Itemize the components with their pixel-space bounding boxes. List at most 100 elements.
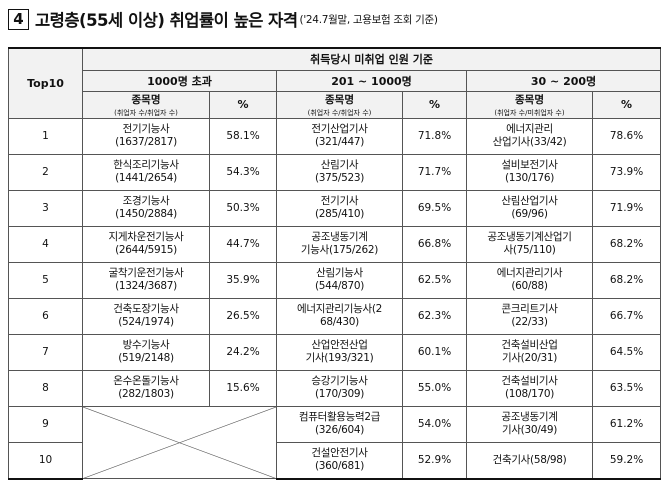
- occupation-name: 건축설비산업: [501, 339, 558, 351]
- occupation-name: 에너지관리: [506, 123, 553, 135]
- qualification-table: Top10 취득당시 미취업 인원 기준 1000명 초과 201 ~ 1000…: [8, 47, 662, 480]
- occupation-name: 건설안전기사: [311, 447, 368, 459]
- occupation-name: 설비보전기사: [501, 159, 558, 171]
- occupation-counts: (2644/5915): [115, 244, 177, 256]
- band-header-2: 201 ~ 1000명: [276, 69, 467, 92]
- title-main: 고령층(55세 이상) 취업률이 높은 자격: [35, 11, 298, 30]
- occ-header-2: 종목명 (취업자 수/취업자 수): [276, 90, 403, 119]
- table-row: 6 건축도장기능사 (524/1974) 26.5% 에너지관리기능사(2 68/430)…: [8, 297, 662, 335]
- occupation-counts: 68/430): [320, 316, 359, 328]
- occupation-counts: (170/309): [314, 388, 365, 400]
- occupation-name: 컴퓨터활용능력2급: [298, 411, 381, 423]
- occupation-counts: 기능사(175/262): [300, 244, 379, 256]
- occupation-name: 에너지관리기능사(2: [296, 303, 383, 315]
- occ-header-1: 종목명 (취업자 수/취업자 수): [82, 90, 210, 119]
- occupation-cell: 온수온돌기능사 (282/1803): [82, 369, 210, 407]
- rank-cell: 10: [8, 441, 83, 480]
- occupation-cell: 에너지관리기사 (60/88): [466, 261, 593, 299]
- employment-rate: 60.1%: [402, 333, 467, 371]
- occupation-cell: 전기기능사 (1637/2817): [82, 117, 210, 155]
- table-row: 2 한식조리기능사 (1441/2654) 54.3% 산림기사 (375/523) 71.…: [8, 153, 662, 191]
- band-header-3: 30 ~ 200명: [465, 69, 662, 92]
- rank-cell: 8: [8, 369, 83, 407]
- empty-cell-cross: [82, 405, 277, 479]
- occupation-counts: 기사(30/49): [501, 424, 558, 436]
- occupation-name: 전기기능사: [122, 123, 170, 135]
- employment-rate: 71.8%: [402, 117, 467, 155]
- occupation-cell: 건축기사(58/98): [466, 441, 593, 480]
- occupation-counts: (285/410): [314, 208, 365, 220]
- occupation-counts: 기사(20/31): [501, 352, 558, 364]
- occupation-name: 공조냉동기계: [311, 231, 368, 243]
- occupation-cell: 설비보전기사 (130/176): [466, 153, 593, 191]
- section-number: 4: [8, 8, 29, 30]
- occ-header-3: 종목명 (취업자 수/미취업자 수): [466, 90, 593, 119]
- occupation-counts: (1324/3687): [115, 280, 177, 292]
- pct-header-3: %: [591, 90, 662, 119]
- occupation-counts: (360/681): [314, 460, 365, 472]
- employment-rate: 68.2%: [591, 225, 662, 263]
- occupation-cell: 건축설비산업 기사(20/31): [466, 333, 593, 371]
- table-row: 8 온수온돌기능사 (282/1803) 15.6% 승강기기능사 (170/309) 55…: [8, 369, 662, 407]
- occupation-cell: 산림산업기사 (69/96): [466, 189, 593, 227]
- table-row: 3 조경기능사 (1450/2884) 50.3% 전기기사 (285/410) 69.5%…: [8, 189, 662, 227]
- occupation-cell: 조경기능사 (1450/2884): [82, 189, 210, 227]
- occupation-counts: (130/176): [504, 172, 555, 184]
- occupation-name: 공조냉동기계: [501, 411, 558, 423]
- rank-cell: 6: [8, 297, 83, 335]
- employment-rate: 15.6%: [209, 369, 277, 407]
- occupation-name: 건축도장기능사: [113, 303, 179, 315]
- table-row: 1 전기기능사 (1637/2817) 58.1% 전기산업기사 (321/447) 71.…: [8, 117, 662, 155]
- employment-rate: 78.6%: [591, 117, 662, 155]
- occupation-cell: 건축설비기사 (108/170): [466, 369, 593, 407]
- occupation-cell: 건축도장기능사 (524/1974): [82, 297, 210, 335]
- rank-cell: 5: [8, 261, 83, 299]
- table-row: 7 방수기능사 (519/2148) 24.2% 산업안전산업 기사(193/321) 60…: [8, 333, 662, 371]
- occupation-cell: 에너지관리기능사(2 68/430): [276, 297, 403, 335]
- title-note: ('24.7월말, 고용보험 조회 기준): [299, 13, 438, 26]
- occupation-cell: 전기산업기사 (321/447): [276, 117, 403, 155]
- occupation-name: 한식조리기능사: [113, 159, 179, 171]
- occupation-cell: 건설안전기사 (360/681): [276, 441, 403, 480]
- occupation-name: 공조냉동기계산업기: [487, 231, 572, 243]
- employment-rate: 66.8%: [402, 225, 467, 263]
- occupation-cell: 승강기기능사 (170/309): [276, 369, 403, 407]
- occupation-name: 굴착기운전기능사: [108, 267, 184, 279]
- occupation-cell: 산업안전산업 기사(193/321): [276, 333, 403, 371]
- occupation-cell: 산림기사 (375/523): [276, 153, 403, 191]
- occupation-counts: (326/604): [314, 424, 365, 436]
- employment-rate: 73.9%: [591, 153, 662, 191]
- group-header: 취득당시 미취업 인원 기준: [81, 47, 662, 71]
- employment-rate: 52.9%: [402, 441, 467, 480]
- occupation-cell: 전기기사 (285/410): [276, 189, 403, 227]
- employment-rate: 35.9%: [209, 261, 277, 299]
- occupation-cell: 공조냉동기계 기사(30/49): [466, 405, 593, 443]
- occupation-name: 산림기사: [320, 159, 359, 171]
- occupation-counts: (69/96): [511, 208, 548, 220]
- occupation-counts: (544/870): [314, 280, 365, 292]
- occupation-counts: 기사(193/321): [305, 352, 374, 364]
- employment-rate: 54.0%: [402, 405, 467, 443]
- employment-rate: 71.9%: [591, 189, 662, 227]
- occupation-name: 전기기사: [320, 195, 359, 207]
- occupation-name: 조경기능사: [122, 195, 170, 207]
- occupation-name: 전기산업기사: [311, 123, 368, 135]
- employment-rate: 63.5%: [591, 369, 662, 407]
- occupation-counts: (1441/2654): [115, 172, 177, 184]
- occupation-name: 온수온돌기능사: [113, 375, 179, 387]
- table-row: 4 지게차운전기능사 (2644/5915) 44.7% 공조냉동기계 기능사(175/2…: [8, 225, 662, 263]
- table-row: 9 컴퓨터활용능력2급 (326/604) 54.0% 공조냉동기계 기사(30/49) 6…: [8, 405, 662, 479]
- employment-rate: 58.1%: [209, 117, 277, 155]
- rank-cell: 7: [8, 333, 83, 371]
- occupation-cell: 방수기능사 (519/2148): [82, 333, 210, 371]
- occupation-cell: 컴퓨터활용능력2급 (326/604): [276, 405, 403, 443]
- page-title: 4 고령층(55세 이상) 취업률이 높은 자격 ('24.7월말, 고용보험 …: [8, 7, 438, 31]
- occupation-counts: (1450/2884): [115, 208, 177, 220]
- occupation-name: 방수기능사: [122, 339, 170, 351]
- employment-rate: 62.5%: [402, 261, 467, 299]
- occupation-counts: (375/523): [314, 172, 365, 184]
- rank-cell: 9: [8, 405, 83, 443]
- pct-header-1: %: [209, 90, 277, 119]
- occupation-counts: (321/447): [314, 136, 365, 148]
- occupation-counts: (519/2148): [118, 352, 174, 364]
